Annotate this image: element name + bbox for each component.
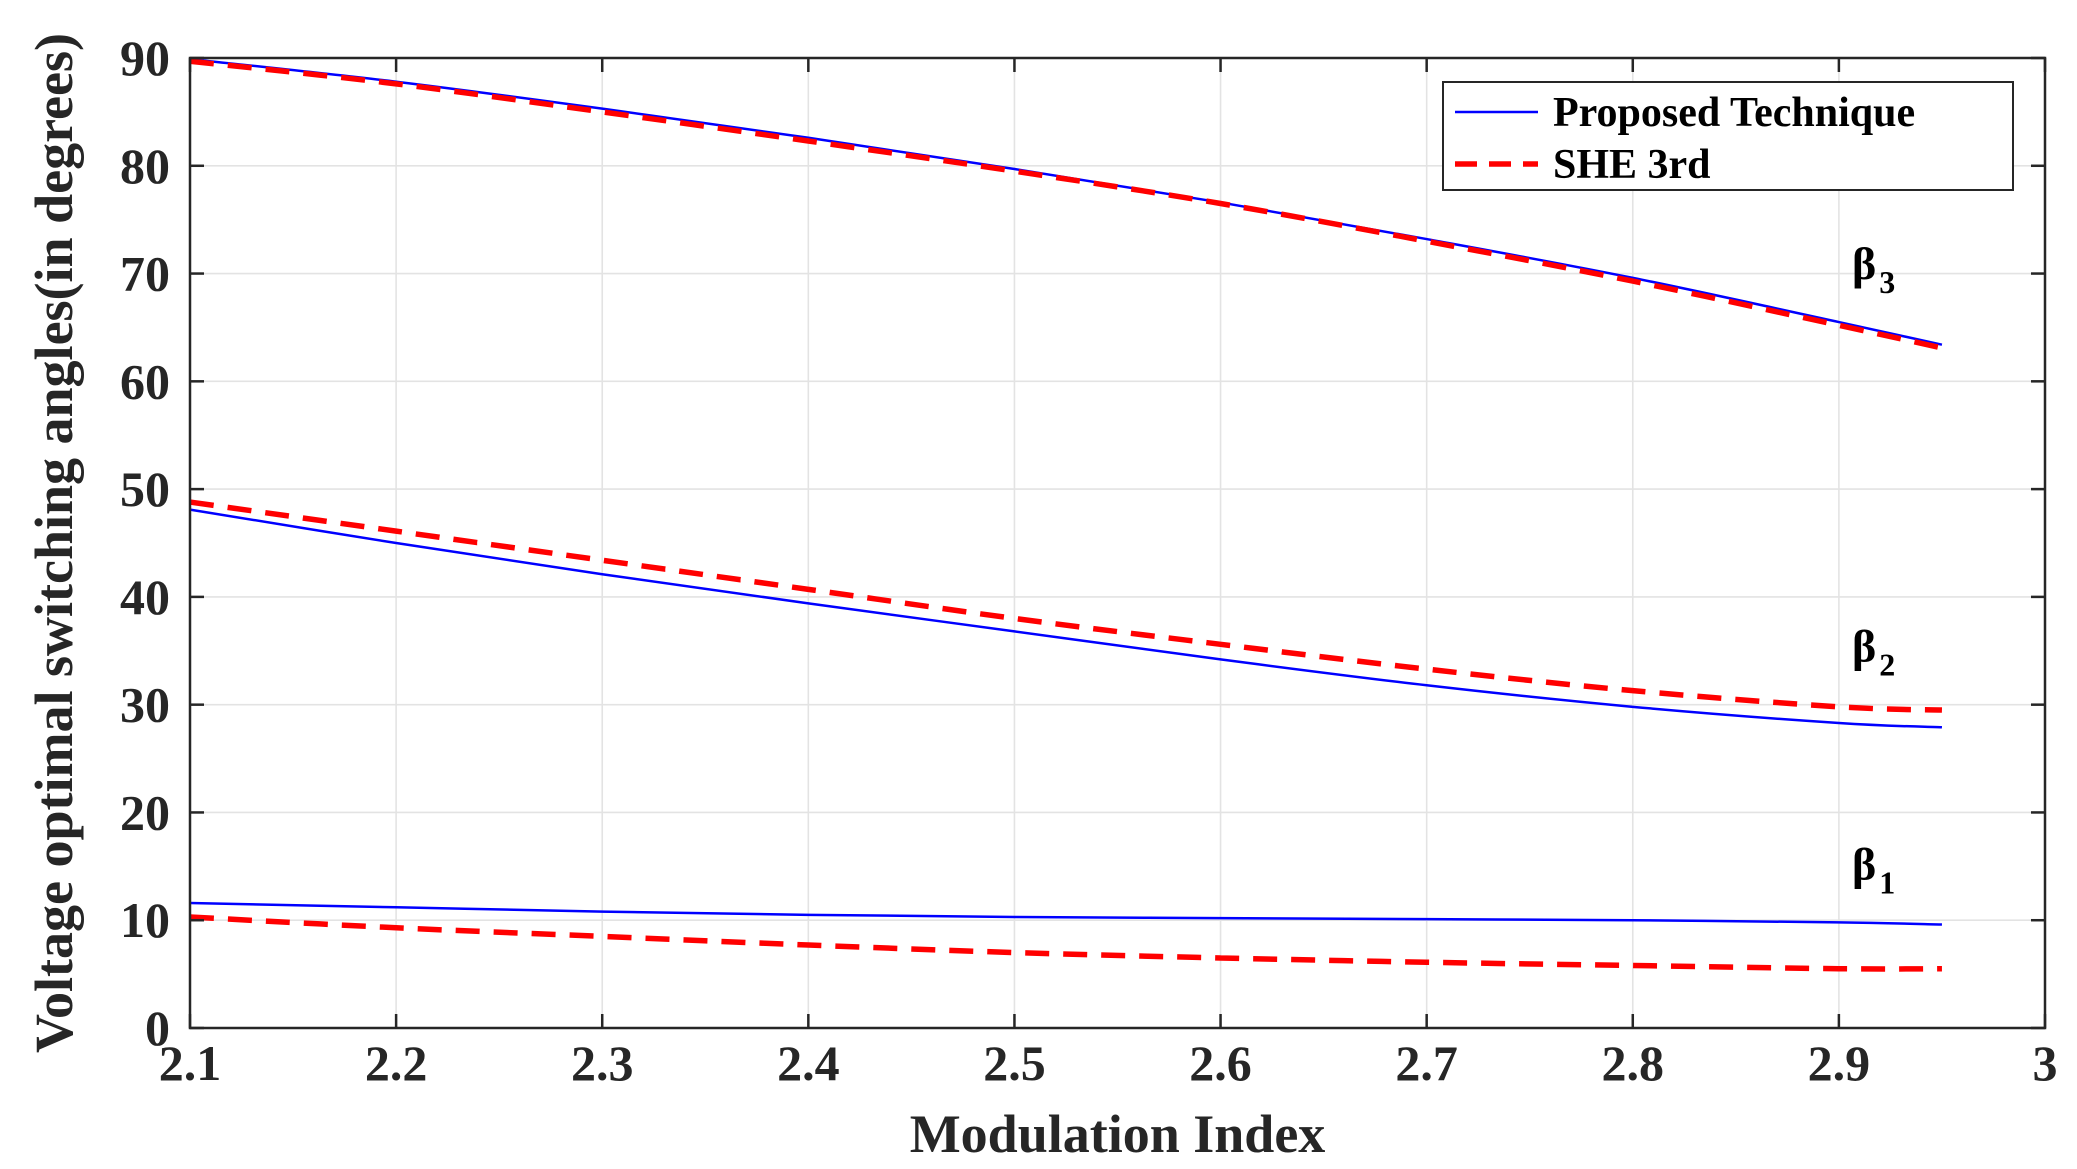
y-tick-label: 90: [120, 30, 170, 86]
plot-frame: [188, 56, 2047, 1030]
series-line-proposed-beta3: [189, 57, 1943, 346]
legend-box: [1442, 81, 2014, 191]
beta-subscript: 1: [1879, 864, 1895, 900]
series-line-she-3rd-beta1: [189, 914, 1942, 972]
y-tick-label: 20: [120, 784, 170, 840]
legend: Proposed Technique SHE 3rd: [1442, 81, 2014, 191]
x-tick-label: 3: [2033, 1035, 2058, 1091]
x-tick-label: 2.9: [1808, 1035, 1871, 1091]
y-tick-label: 30: [120, 677, 170, 733]
axis-ticks: 2.1 2.2 2.3 2.4 2.5 2.6 2.7 2.8 2.9 3010203040506…: [120, 30, 2058, 1091]
beta-annotation: β3: [1852, 238, 1895, 300]
x-tick-label: 2.1: [159, 1035, 222, 1091]
beta-annotation: β2: [1852, 621, 1895, 683]
beta-symbol: β: [1852, 238, 1876, 289]
y-tick-label: 70: [120, 246, 170, 302]
y-tick-label: 40: [120, 569, 170, 625]
y-tick-label: 0: [145, 1000, 170, 1056]
beta-subscript: 2: [1879, 647, 1895, 683]
beta-annotation: β1: [1852, 838, 1895, 900]
legend-label: Proposed Technique: [1553, 90, 1915, 136]
y-tick-label: 80: [120, 138, 170, 194]
series-line-she-3rd-beta3: [189, 58, 1943, 351]
y-tick-label: 50: [120, 461, 170, 517]
x-tick-label: 2.7: [1395, 1035, 1458, 1091]
x-tick-label: 2.3: [571, 1035, 634, 1091]
x-tick-label: 2.5: [983, 1035, 1046, 1091]
beta-symbol: β: [1852, 838, 1876, 889]
x-tick-label: 2.8: [1602, 1035, 1665, 1091]
x-axis-label: Modulation Index: [910, 1104, 1326, 1164]
y-tick-label: 60: [120, 353, 170, 409]
beta-subscript: 3: [1879, 264, 1895, 300]
series-line-proposed-beta1: [189, 901, 1942, 926]
legend-label: SHE 3rd: [1553, 142, 1711, 188]
series-line-proposed-beta2: [189, 508, 1942, 729]
y-tick-label: 10: [120, 892, 170, 948]
series-lines: [189, 57, 1943, 972]
x-tick-label: 2.4: [777, 1035, 840, 1091]
beta-symbol: β: [1852, 621, 1876, 672]
y-axis-label: Voltage optimal switching angles(in degr…: [24, 33, 84, 1053]
x-tick-label: 2.6: [1189, 1035, 1252, 1091]
x-tick-label: 2.2: [365, 1035, 428, 1091]
